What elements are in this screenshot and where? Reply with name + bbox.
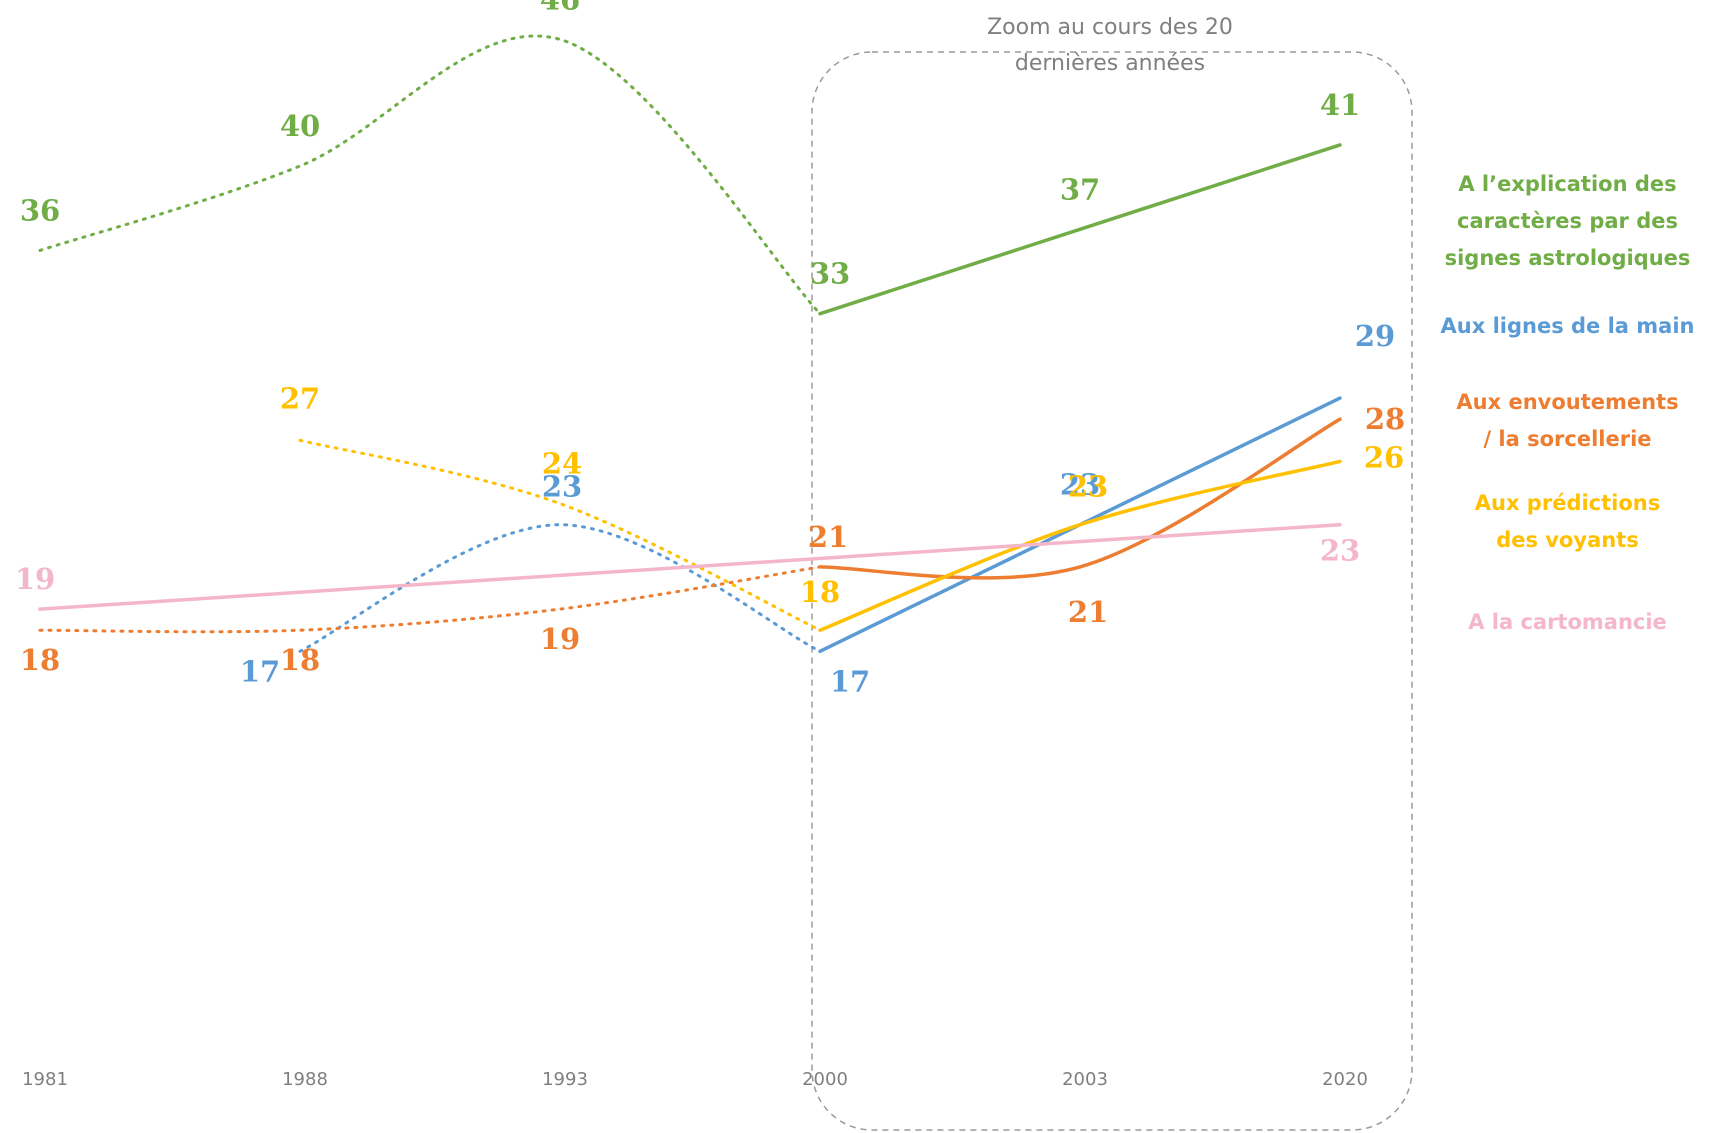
legend-entry-aux-lignes-de-la-main: Aux lignes de la main: [1425, 308, 1710, 345]
series-line-dotted-aux-predictions-des-voyants: [298, 438, 822, 632]
data-label-aux-envoutements-la-sorcellerie-2003: 21: [1068, 595, 1108, 629]
legend-entry-line-1: Aux envoutements: [1456, 390, 1679, 414]
x-tick-label-2020: 2020: [1322, 1069, 1368, 1090]
legend-entry-a-la-cartomancie: A la cartomancie: [1425, 604, 1710, 641]
data-label-a-l-explication-des-caracteres-par-des-signes-astrologiques-2003: 37: [1060, 172, 1100, 206]
data-label-a-l-explication-des-caracteres-par-des-signes-astrologiques-2000: 33: [810, 257, 850, 291]
zoom-box: [811, 51, 1413, 1131]
x-tick-label-2003: 2003: [1062, 1069, 1108, 1090]
zoom-annotation: Zoom au cours des 20 dernières années: [940, 10, 1280, 82]
x-tick-label-2000: 2000: [802, 1069, 848, 1090]
data-label-aux-predictions-des-voyants-1993: 24: [542, 447, 582, 481]
data-label-a-la-cartomancie-2020: 23: [1320, 534, 1360, 568]
data-label-aux-predictions-des-voyants-2000: 18: [800, 575, 840, 609]
data-label-a-l-explication-des-caracteres-par-des-signes-astrologiques-1981: 36: [20, 193, 60, 227]
series-line-dotted-a-l-explication-des-caracteres-par-des-signes-astrologiques: [38, 34, 822, 316]
x-tick-label-1993: 1993: [542, 1069, 588, 1090]
series-line-a-l-explication-des-caracteres-par-des-signes-astrologiques: [818, 143, 1342, 316]
legend-entry-line-2: caractères par des: [1457, 209, 1678, 233]
legend-entry-line-1: A l’explication des: [1458, 172, 1677, 196]
legend-entry-line-1: Aux lignes de la main: [1440, 314, 1695, 338]
zoom-annotation-line-2: dernières années: [1014, 51, 1206, 76]
series-line-aux-envoutements-la-sorcellerie: [818, 417, 1342, 580]
data-label-aux-envoutements-la-sorcellerie-1981: 18: [20, 643, 60, 677]
data-label-aux-lignes-de-la-main-2000: 17: [830, 664, 870, 698]
legend-entry-a-l-explication-des-caracteres-par-des-signes-astrologiques: A l’explication des caractères par des sig…: [1425, 166, 1710, 277]
legend-entry-line-3: signes astrologiques: [1444, 246, 1691, 270]
data-label-aux-envoutements-la-sorcellerie-1993: 19: [540, 622, 580, 656]
legend-entry-line-2: des voyants: [1496, 528, 1639, 552]
series-line-dotted-aux-lignes-de-la-main: [298, 523, 822, 653]
legend-entry-aux-envoutements-la-sorcellerie: Aux envoutements / la sorcellerie: [1425, 384, 1710, 458]
zoom-annotation-line-1: Zoom au cours des 20: [987, 15, 1233, 40]
data-label-a-l-explication-des-caracteres-par-des-signes-astrologiques-2020: 41: [1320, 88, 1360, 122]
legend-entry-line-1: A la cartomancie: [1468, 610, 1667, 634]
data-label-aux-predictions-des-voyants-2003: 23: [1068, 470, 1108, 504]
data-label-aux-envoutements-la-sorcellerie-2020: 28: [1365, 402, 1405, 436]
data-label-aux-envoutements-la-sorcellerie-2000: 21: [808, 520, 848, 554]
x-tick-label-1988: 1988: [282, 1069, 328, 1090]
data-label-a-la-cartomancie-1981: 19: [15, 562, 55, 596]
legend-entry-line-1: Aux prédictions: [1474, 491, 1661, 515]
data-label-aux-envoutements-la-sorcellerie-1988: 18: [280, 643, 320, 677]
data-label-a-l-explication-des-caracteres-par-des-signes-astrologiques-1993: 46: [540, 0, 580, 16]
data-label-aux-predictions-des-voyants-2020: 26: [1364, 440, 1404, 474]
series-line-a-la-cartomancie: [38, 522, 1342, 611]
series-line-aux-predictions-des-voyants: [818, 459, 1342, 632]
data-label-aux-lignes-de-la-main-1993: 23: [542, 470, 582, 504]
series-line-dotted-aux-envoutements-la-sorcellerie: [38, 565, 822, 634]
data-label-aux-predictions-des-voyants-1988: 27: [280, 381, 320, 415]
legend-entry-line-2: / la sorcellerie: [1483, 427, 1652, 451]
data-label-aux-lignes-de-la-main-2003: 23: [1060, 468, 1100, 502]
data-label-aux-lignes-de-la-main-2020: 29: [1355, 319, 1395, 353]
x-tick-label-1981: 1981: [22, 1069, 68, 1090]
data-label-a-l-explication-des-caracteres-par-des-signes-astrologiques-1988: 40: [280, 109, 320, 143]
data-label-aux-lignes-de-la-main-1988: 17: [240, 654, 280, 688]
legend-entry-aux-predictions-des-voyants: Aux prédictions des voyants: [1425, 485, 1710, 559]
